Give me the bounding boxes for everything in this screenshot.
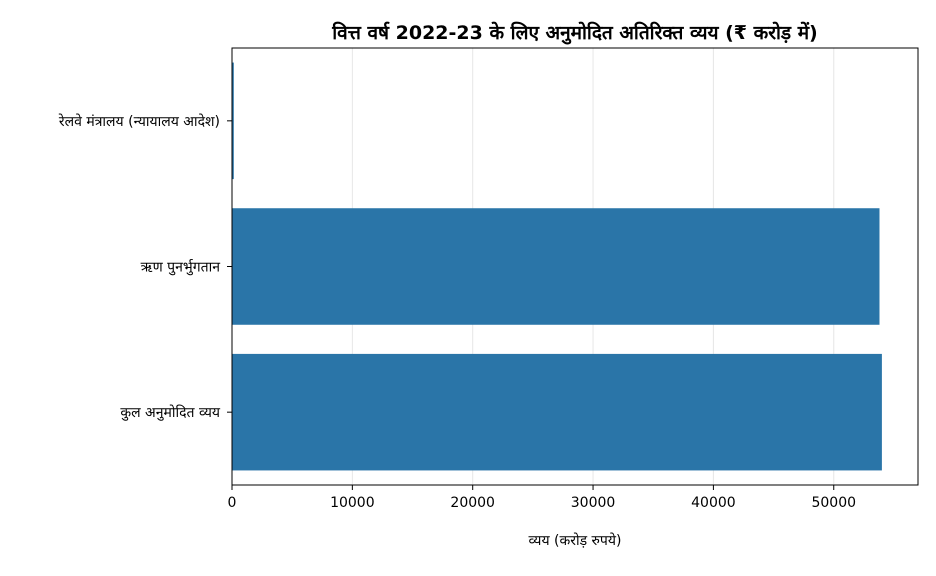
y-category-label: रेलवे मंत्रालय (न्यायालय आदेश) (58, 113, 220, 130)
plot-frame (231, 47, 919, 486)
y-category-labels: रेलवे मंत्रालय (न्यायालय आदेश) ऋण पुनर्भु… (58, 113, 220, 421)
x-tick-label: 40000 (691, 495, 736, 511)
x-tick-label: 10000 (330, 495, 375, 511)
x-tick-label: 50000 (811, 495, 856, 511)
x-axis-label: व्यय (करोड़ रुपये) (529, 532, 622, 549)
x-tick-label: 30000 (571, 495, 616, 511)
bar (232, 353, 882, 471)
y-category-label: कुल अनुमोदित व्यय (120, 404, 221, 421)
chart-title: वित्त वर्ष 2022-23 के लिए अनुमोदित अतिरि… (331, 21, 818, 45)
bars (232, 62, 882, 471)
bar (232, 62, 234, 180)
x-ticks: 0 10000 20000 30000 40000 50000 (228, 485, 856, 511)
bar (232, 208, 880, 325)
x-tick-label: 20000 (450, 495, 495, 511)
y-category-label: ऋण पुनर्भुगतान (141, 259, 221, 276)
x-tick-label: 0 (228, 495, 237, 511)
axes (227, 47, 919, 486)
